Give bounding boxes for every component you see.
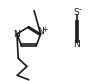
Text: S: S [73,8,79,17]
Text: +: + [41,25,48,34]
Text: N: N [13,30,20,39]
Text: -: - [79,6,82,15]
Text: N: N [37,27,44,36]
Text: N: N [73,40,80,49]
